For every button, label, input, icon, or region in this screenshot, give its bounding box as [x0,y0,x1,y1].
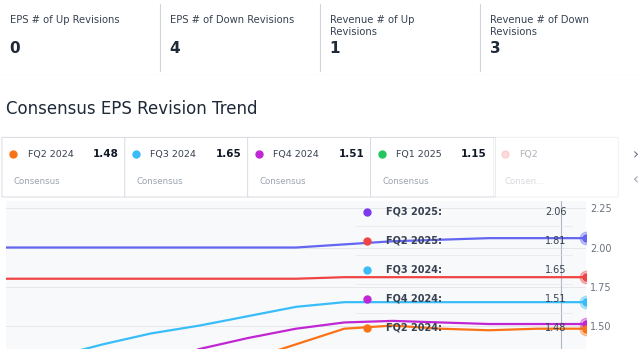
FancyBboxPatch shape [371,137,495,197]
Text: FQ2 2024: FQ2 2024 [28,150,73,159]
Text: 1.65: 1.65 [545,265,566,275]
Text: Revenue # of Down
Revisions: Revenue # of Down Revisions [490,15,589,37]
Text: ›: › [633,147,639,162]
Text: 3: 3 [490,41,500,56]
Text: 2.06: 2.06 [545,207,566,217]
Text: ‹: ‹ [633,172,639,187]
Text: FQ1 2025: FQ1 2025 [396,150,442,159]
Text: EPS # of Up Revisions: EPS # of Up Revisions [10,15,119,25]
Text: Consensus: Consensus [136,177,183,186]
Text: Consen...: Consen... [505,177,545,186]
Text: 1.51: 1.51 [545,294,566,304]
Text: 4: 4 [170,41,180,56]
Text: Consensus: Consensus [13,177,60,186]
Text: 1.81: 1.81 [545,236,566,246]
Text: Consensus: Consensus [382,177,429,186]
Text: FQ2 2024:: FQ2 2024: [386,322,442,333]
Text: 1.15: 1.15 [461,149,487,159]
Text: 1.51: 1.51 [339,149,364,159]
Text: 0: 0 [10,41,20,56]
Text: FQ4 2024: FQ4 2024 [273,150,319,159]
Text: 1.48: 1.48 [545,322,566,333]
Text: FQ3 2024: FQ3 2024 [150,150,196,159]
Text: FQ4 2024:: FQ4 2024: [386,294,442,304]
Text: 1: 1 [330,41,340,56]
Text: FQ3 2024:: FQ3 2024: [386,265,442,275]
Text: FQ3 2025:: FQ3 2025: [386,207,442,217]
FancyBboxPatch shape [125,137,250,197]
Text: 1.48: 1.48 [93,149,118,159]
Text: Consensus: Consensus [259,177,306,186]
Text: FQ2 2025:: FQ2 2025: [386,236,442,246]
Text: Consensus EPS Revision Trend: Consensus EPS Revision Trend [6,100,258,118]
FancyBboxPatch shape [493,137,618,197]
FancyBboxPatch shape [248,137,372,197]
Text: EPS # of Down Revisions: EPS # of Down Revisions [170,15,294,25]
FancyBboxPatch shape [2,137,127,197]
Text: Revenue # of Up
Revisions: Revenue # of Up Revisions [330,15,414,37]
Text: FQ2: FQ2 [519,150,538,159]
Text: 1.65: 1.65 [216,149,241,159]
